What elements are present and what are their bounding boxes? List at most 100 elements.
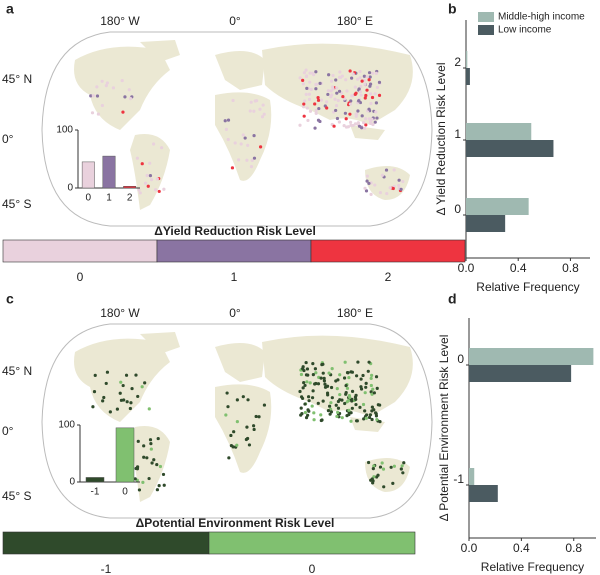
map-point [365, 88, 369, 92]
map-point [392, 464, 396, 468]
map-point [370, 405, 374, 409]
map-point [371, 71, 375, 75]
map-point [343, 401, 347, 406]
map-point [145, 456, 149, 460]
map-point [252, 424, 256, 428]
map-point [375, 85, 379, 90]
map-point [310, 404, 314, 408]
map-point [368, 92, 373, 96]
map-point [146, 184, 150, 188]
map-point [358, 69, 362, 74]
map-point [258, 145, 263, 149]
map-point [358, 90, 362, 94]
map-point [319, 98, 324, 102]
y-tick-label: -1 [453, 472, 464, 486]
map-point [302, 380, 306, 385]
map-point [243, 136, 247, 140]
map-point [302, 105, 306, 109]
map-point [123, 95, 127, 99]
map-point [368, 413, 373, 417]
map-point [151, 142, 156, 146]
map-point [304, 416, 309, 420]
map-point [306, 118, 310, 123]
map-point [145, 173, 149, 178]
map-point [372, 475, 376, 479]
map-point [355, 77, 360, 81]
lon-label: 0° [229, 14, 241, 28]
map-point [137, 488, 142, 492]
bar [102, 155, 116, 189]
map-point [344, 392, 348, 396]
map-point [310, 396, 315, 400]
map-point [111, 86, 116, 90]
bar [85, 477, 105, 483]
map-point [135, 156, 139, 160]
map-point [350, 94, 354, 98]
map-point [336, 98, 340, 103]
map-point [313, 382, 317, 386]
map-point [313, 126, 317, 130]
lon-label: 0° [229, 306, 241, 320]
map-point [155, 177, 159, 181]
map-point [104, 84, 108, 88]
bar [466, 123, 532, 140]
bar [466, 68, 470, 85]
map-point [147, 407, 151, 411]
x-tick-label: 0 [86, 193, 92, 204]
y-tick-label: 0 [457, 352, 464, 366]
map-point [124, 373, 129, 377]
map-point [363, 126, 367, 131]
map-point [345, 89, 349, 93]
map-point [310, 71, 314, 75]
map-point [367, 107, 371, 111]
map-point [375, 386, 379, 391]
map-point [343, 111, 347, 115]
x-tick-label: 1 [106, 193, 112, 204]
map-point [349, 419, 353, 423]
map-point [364, 385, 368, 389]
map-point [322, 376, 326, 381]
map-point [378, 191, 383, 195]
map-point [375, 417, 379, 422]
map-point [370, 95, 375, 100]
map-point [362, 417, 366, 421]
map-point [353, 85, 357, 89]
map-point [332, 124, 336, 128]
map-point [307, 97, 312, 101]
lat-label: 0° [2, 132, 14, 146]
map-point [367, 181, 371, 186]
map-point [358, 76, 362, 80]
map-point [311, 362, 315, 366]
map-point [354, 393, 358, 397]
map-point [327, 73, 331, 77]
map-point [341, 94, 345, 99]
map-point [157, 484, 161, 488]
map-point [140, 162, 144, 166]
map-point [156, 436, 160, 441]
map-point [329, 401, 333, 405]
map-point [360, 79, 364, 83]
map-point [90, 111, 95, 115]
map-point [318, 81, 322, 85]
map-point [316, 118, 321, 122]
map-point [370, 117, 374, 121]
map-point [95, 85, 99, 89]
map-point [340, 398, 344, 402]
map-point [401, 179, 405, 184]
map-point [331, 73, 335, 78]
map-point [230, 166, 235, 170]
map-point [350, 406, 354, 410]
map-point [157, 189, 161, 194]
map-point [361, 121, 366, 125]
map-point [330, 79, 334, 83]
map-point [317, 106, 321, 111]
map-point [143, 181, 148, 185]
map-point [223, 119, 227, 123]
x-axis-label: Relative Frequency [481, 560, 584, 574]
map-point [93, 373, 97, 377]
map-point [249, 100, 253, 104]
map-point [365, 174, 369, 178]
map-point [322, 379, 326, 383]
map-point [232, 430, 236, 434]
map-point [384, 168, 389, 172]
